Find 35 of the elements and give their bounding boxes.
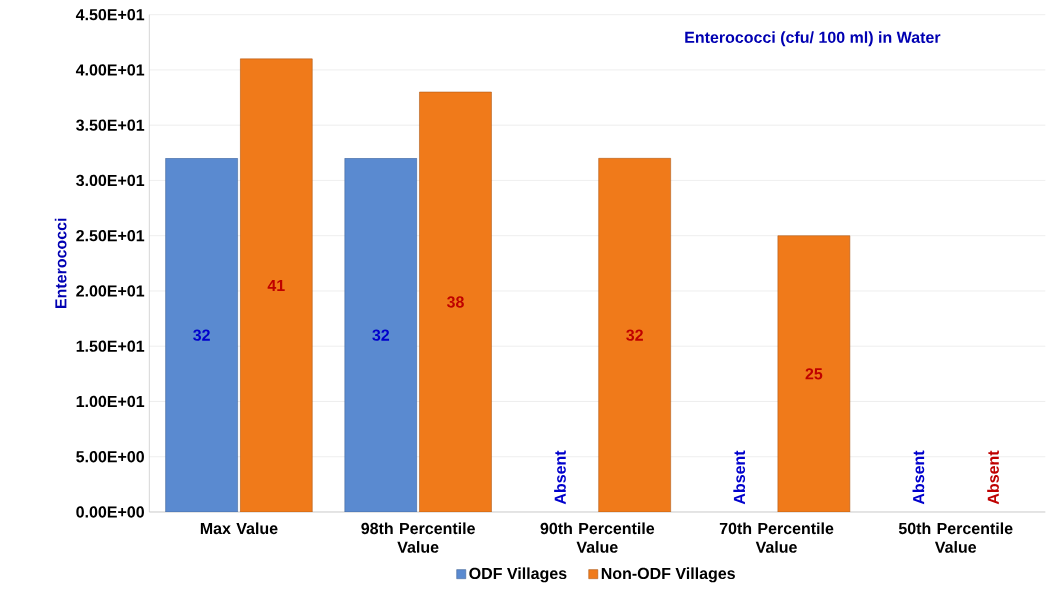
x-tick-label: 90th Percentile Value (540, 522, 655, 553)
legend-label: Non-ODF Villages (601, 567, 735, 583)
y-tick-label: 3.00E+01 (76, 174, 145, 187)
bar (344, 158, 418, 512)
y-tick-label: 1.50E+01 (76, 340, 145, 352)
bar (165, 158, 238, 512)
x-tick-label: 70th Percentile Value (719, 522, 834, 553)
text: Absent (987, 450, 999, 505)
text: Absent (733, 450, 746, 505)
y-tick-label: 2.00E+01 (76, 285, 145, 297)
legend-label: ODF Villages (469, 567, 567, 583)
bar (598, 158, 671, 512)
x-tick-label: Max Value (200, 522, 278, 535)
data-label: 25 (805, 368, 823, 380)
y-tick-label: 3.50E+01 (76, 119, 145, 131)
y-tick-label: 4.50E+01 (75, 9, 145, 21)
text: Enterococci (cfu/ 100 ml) in Water (685, 31, 941, 47)
y-tick-label: 5.00E+00 (76, 451, 144, 463)
x-tick-label: 50th Percentile Value (898, 522, 1013, 553)
y-axis-title: Enterococci (54, 218, 67, 309)
text: Absent (554, 450, 566, 505)
data-label: 32 (193, 329, 210, 341)
bar (419, 91, 492, 512)
y-tick-label: 2.50E+01 (76, 230, 145, 242)
data-label: 32 (372, 329, 390, 341)
y-tick-label: 4.00E+01 (75, 64, 145, 76)
x-tick-label: 98th Percentile Value (361, 522, 475, 553)
y-tick-label: 1.00E+01 (76, 395, 145, 408)
bar (240, 58, 313, 512)
data-label: 38 (446, 296, 464, 308)
bar (777, 235, 851, 512)
y-tick-label: 0.00E+00 (76, 506, 144, 518)
text: Absent (912, 450, 925, 505)
data-label: 41 (267, 279, 285, 291)
data-label: 32 (626, 329, 643, 341)
